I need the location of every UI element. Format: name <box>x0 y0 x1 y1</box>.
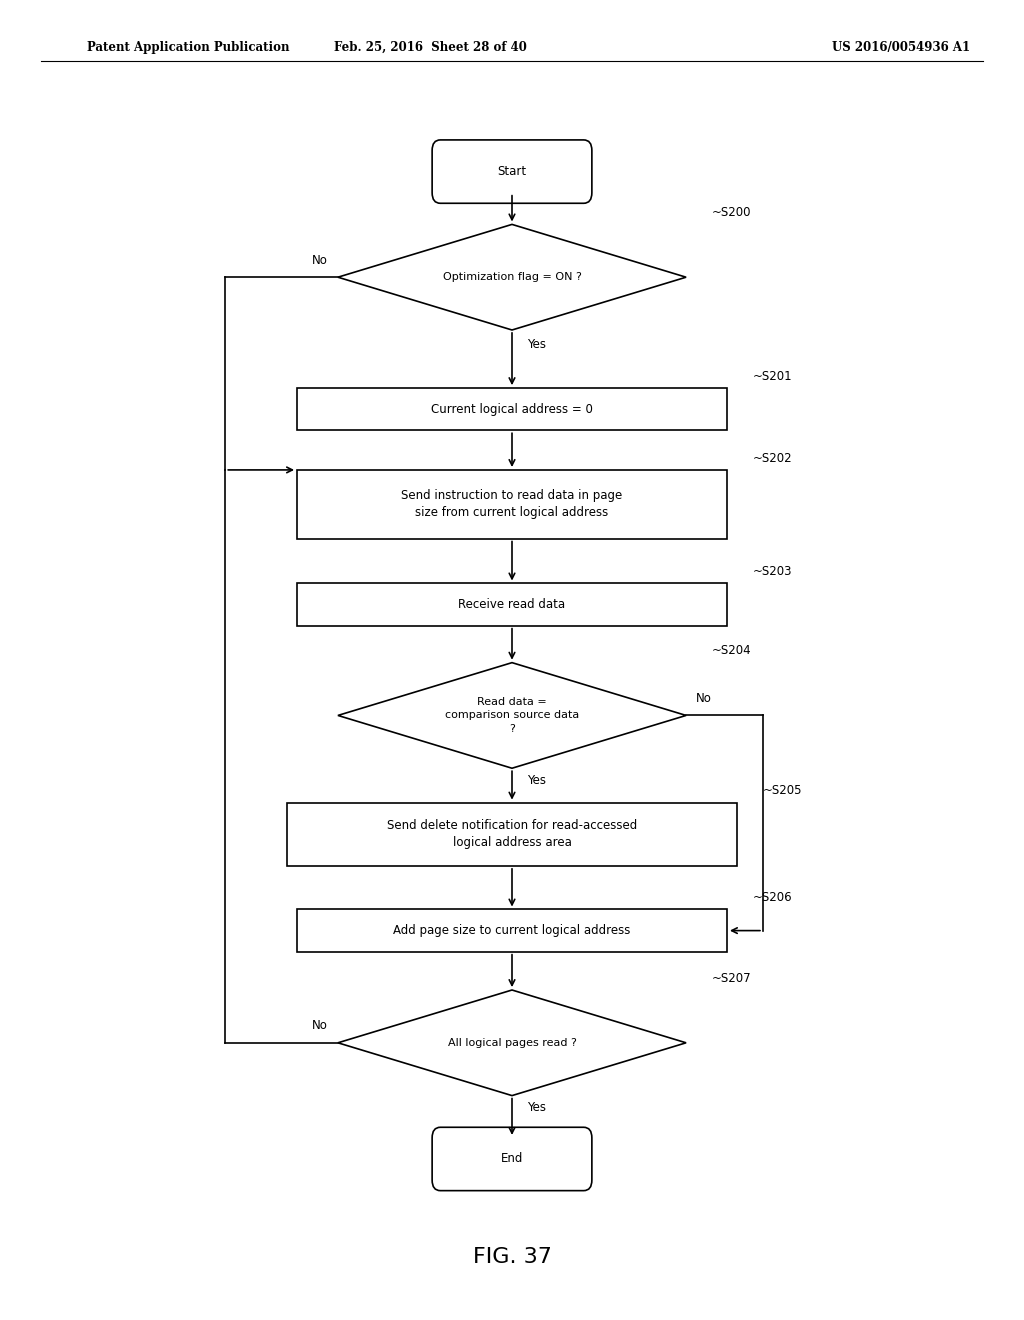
Text: ~S200: ~S200 <box>712 206 752 219</box>
Text: Yes: Yes <box>527 1101 547 1114</box>
Text: US 2016/0054936 A1: US 2016/0054936 A1 <box>833 41 970 54</box>
Text: ~S202: ~S202 <box>753 451 793 465</box>
Text: Add page size to current logical address: Add page size to current logical address <box>393 924 631 937</box>
Text: No: No <box>311 1019 328 1032</box>
Text: ~S203: ~S203 <box>753 565 793 578</box>
Text: Read data =
comparison source data
?: Read data = comparison source data ? <box>444 697 580 734</box>
Text: No: No <box>311 253 328 267</box>
Text: Yes: Yes <box>527 774 547 787</box>
Text: ~S207: ~S207 <box>712 972 752 985</box>
Text: No: No <box>696 692 713 705</box>
Text: Send delete notification for read-accessed
logical address area: Send delete notification for read-access… <box>387 820 637 849</box>
Text: End: End <box>501 1152 523 1166</box>
Text: All logical pages read ?: All logical pages read ? <box>447 1038 577 1048</box>
FancyBboxPatch shape <box>432 1127 592 1191</box>
Bar <box>297 388 727 430</box>
Text: Optimization flag = ON ?: Optimization flag = ON ? <box>442 272 582 282</box>
Bar <box>297 470 727 539</box>
Text: Current logical address = 0: Current logical address = 0 <box>431 403 593 416</box>
Polygon shape <box>338 663 686 768</box>
Bar <box>297 583 727 626</box>
Text: FIG. 37: FIG. 37 <box>472 1246 552 1267</box>
Text: Receive read data: Receive read data <box>459 598 565 611</box>
Text: ~S201: ~S201 <box>753 370 793 383</box>
Polygon shape <box>338 224 686 330</box>
Bar <box>297 909 727 952</box>
Polygon shape <box>338 990 686 1096</box>
Text: ~S205: ~S205 <box>763 784 803 797</box>
Text: ~S204: ~S204 <box>712 644 752 657</box>
FancyBboxPatch shape <box>432 140 592 203</box>
Bar <box>287 803 737 866</box>
Text: Start: Start <box>498 165 526 178</box>
Text: Yes: Yes <box>527 338 547 351</box>
Text: Feb. 25, 2016  Sheet 28 of 40: Feb. 25, 2016 Sheet 28 of 40 <box>334 41 526 54</box>
Text: ~S206: ~S206 <box>753 891 793 904</box>
Text: Patent Application Publication: Patent Application Publication <box>87 41 290 54</box>
Text: Send instruction to read data in page
size from current logical address: Send instruction to read data in page si… <box>401 490 623 519</box>
